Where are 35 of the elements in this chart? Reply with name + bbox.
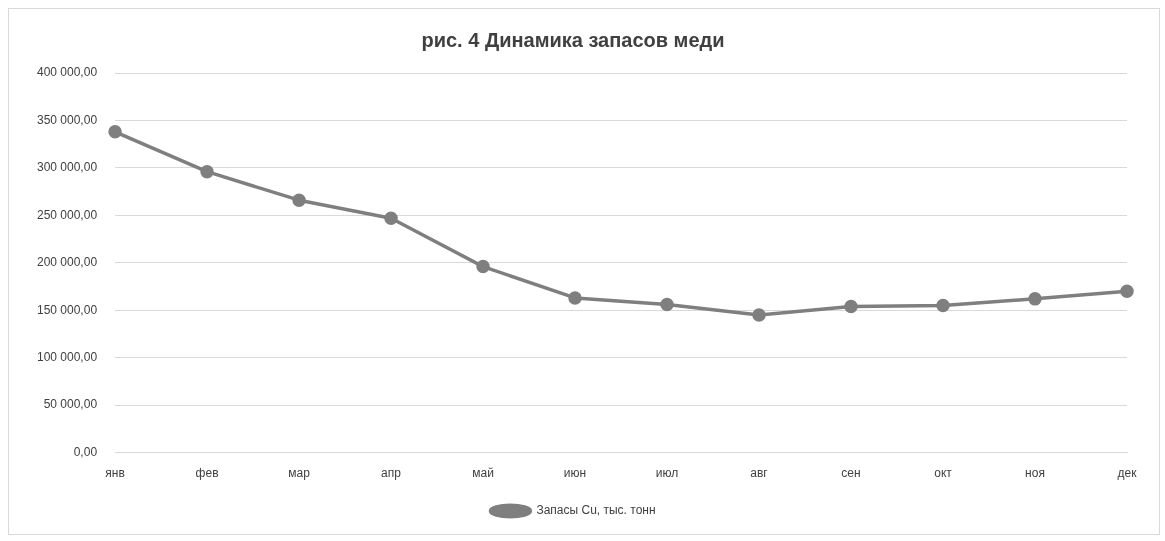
point [292, 193, 306, 207]
y-tick-label: 100 000,00 [37, 350, 98, 365]
x-tick-label: июн [563, 466, 587, 481]
x-tick-label: ноя [1025, 466, 1045, 481]
chart-title: рис. 4 Динамика запасов меди [421, 28, 725, 51]
point [844, 299, 858, 314]
y-tick-label: 50 000,00 [43, 397, 98, 412]
x-tick-label: дек [1117, 466, 1138, 481]
y-tick-label: 0,00 [73, 444, 98, 459]
point [568, 291, 582, 305]
x-tick-label: сен [841, 466, 861, 481]
y-tick-label: 300 000,00 [37, 160, 98, 175]
point [1120, 284, 1134, 299]
y-tick-label: 400 000,00 [37, 65, 98, 80]
point [752, 308, 766, 322]
point [200, 164, 214, 179]
y-tick-label: 250 000,00 [37, 207, 98, 222]
legend-label: Запасы Cu, тыс. тонн [536, 503, 656, 518]
point [108, 125, 122, 139]
x-tick-label: июл [655, 466, 679, 481]
x-tick-label: апр [381, 466, 402, 481]
y-tick-label: 150 000,00 [37, 302, 98, 317]
x-tick-label: мар [288, 466, 311, 481]
point [384, 211, 398, 225]
x-tick-label: окт [934, 466, 953, 481]
point [1028, 292, 1042, 306]
x-tick-label: авг [750, 466, 769, 481]
y-tick-label: 350 000,00 [37, 112, 98, 127]
point [660, 297, 674, 312]
x-tick-label: фев [195, 466, 219, 481]
y-tick-label: 200 000,00 [37, 255, 98, 270]
x-tick-label: май [472, 466, 494, 481]
point [936, 298, 950, 313]
point [476, 259, 490, 274]
x-tick-label: янв [105, 466, 125, 481]
